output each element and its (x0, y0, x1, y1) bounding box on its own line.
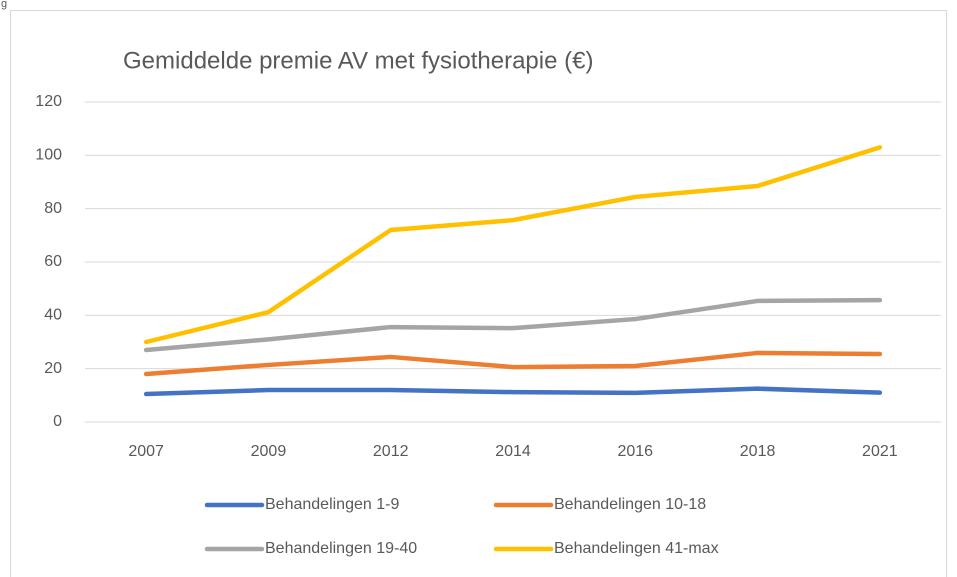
y-tick-label: 0 (53, 413, 62, 430)
y-tick-label: 100 (35, 147, 62, 164)
series-line (143, 145, 883, 345)
x-tick-label: 2021 (862, 443, 898, 460)
x-tick-label: 2016 (617, 443, 653, 460)
legend-label: Behandelingen 10-18 (554, 496, 706, 513)
series-line (143, 297, 883, 353)
y-tick-label: 60 (44, 253, 62, 270)
x-tick-label: 2014 (495, 443, 531, 460)
y-tick-label: 40 (44, 307, 62, 324)
legend-label: Behandelingen 1-9 (265, 496, 399, 513)
page-label: g (1, 0, 7, 10)
x-tick-label: 2018 (740, 443, 776, 460)
x-tick-label: 2012 (373, 443, 409, 460)
x-tick-label: 2009 (251, 443, 287, 460)
y-tick-label: 80 (44, 200, 62, 217)
chart-title: Gemiddelde premie AV met fysiotherapie (… (123, 47, 593, 74)
y-tick-label: 120 (35, 93, 62, 110)
y-tick-label: 20 (44, 360, 62, 377)
series-line (143, 350, 883, 377)
legend-label: Behandelingen 19-40 (265, 540, 417, 557)
series-line (143, 386, 883, 397)
legend-label: Behandelingen 41-max (554, 540, 719, 557)
chart-frame (10, 10, 947, 577)
x-tick-label: 2007 (128, 443, 164, 460)
